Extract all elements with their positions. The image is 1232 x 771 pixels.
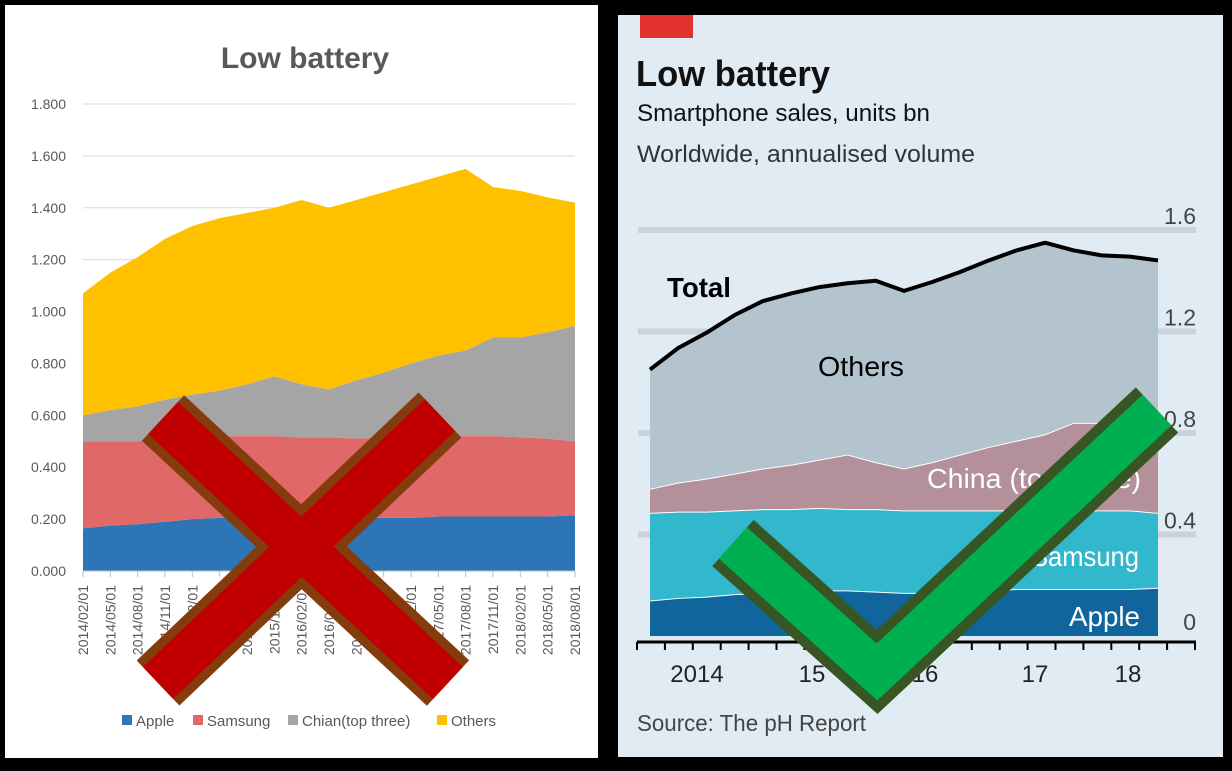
left-x-tick-label: 2016/02/01 bbox=[294, 585, 310, 655]
legend-label: Chian(top three) bbox=[302, 713, 410, 730]
legend-swatch-2 bbox=[288, 715, 298, 725]
right-chart-subtitle: Smartphone sales, units bn bbox=[637, 100, 930, 127]
left-y-tick-label: 1.600 bbox=[31, 148, 66, 164]
check-mark-icon bbox=[712, 387, 1179, 715]
right-x-tick-label: 2014 bbox=[670, 661, 723, 688]
left-x-tick-label: 2018/08/01 bbox=[567, 585, 583, 655]
right-area-others bbox=[650, 242, 1158, 489]
left-x-tick-label: 2018/02/01 bbox=[512, 585, 528, 655]
left-y-tick-label: 0.000 bbox=[31, 563, 66, 579]
left-x-tick-label: 2018/05/01 bbox=[540, 585, 556, 655]
legend-swatch-3 bbox=[437, 715, 447, 725]
left-x-tick-label: 2014/05/01 bbox=[102, 585, 118, 655]
left-y-tick-label: 0.600 bbox=[31, 407, 66, 423]
right-x-tick-label: 18 bbox=[1115, 661, 1142, 688]
right-x-tick-label: 15 bbox=[799, 661, 826, 688]
left-area-chian-top-three- bbox=[83, 325, 575, 442]
right-x-tick-label: 17 bbox=[1022, 661, 1049, 688]
left-y-tick-label: 0.800 bbox=[31, 355, 66, 371]
right-gridline bbox=[638, 227, 1196, 233]
right-y-tick-labels: 00.40.81.21.6 bbox=[1164, 203, 1196, 635]
right-chart-subtitle2: Worldwide, annualised volume bbox=[637, 141, 975, 168]
right-total-line bbox=[648, 240, 1159, 372]
left-y-tick-label: 1.800 bbox=[31, 96, 66, 112]
right-chart-title: Low battery bbox=[636, 53, 830, 94]
legend-swatch-1 bbox=[193, 715, 203, 725]
left-x-tick-label: 2017/08/01 bbox=[458, 585, 474, 655]
left-y-tick-label: 0.200 bbox=[31, 511, 66, 527]
others-series-label: Others bbox=[818, 351, 904, 382]
right-y-tick-label: 0 bbox=[1183, 609, 1196, 635]
left-y-tick-label: 0.400 bbox=[31, 459, 66, 475]
cross-mark-icon bbox=[136, 392, 470, 706]
source-note: Source: The pH Report bbox=[637, 710, 867, 736]
left-legend: Apple Samsung Chian(top three) Others bbox=[122, 713, 496, 730]
accent-red-tag bbox=[640, 15, 693, 38]
apple-series-label: Apple bbox=[1069, 601, 1140, 632]
right-y-tick-label: 1.2 bbox=[1164, 305, 1196, 331]
legend-label: Others bbox=[451, 713, 496, 730]
left-y-tick-label: 1.400 bbox=[31, 200, 66, 216]
left-y-tick-label: 1.000 bbox=[31, 304, 66, 320]
right-y-tick-label: 1.6 bbox=[1164, 203, 1196, 229]
right-x-tick-labels: 2014 15 16 17 18 bbox=[670, 661, 1141, 688]
right-y-tick-label: 0.4 bbox=[1164, 508, 1196, 534]
legend-label: Samsung bbox=[207, 713, 270, 730]
legend-label: Apple bbox=[136, 713, 174, 730]
left-y-tick-labels: 0.000 0.200 0.400 0.600 0.800 1.000 1.200 1.400… bbox=[31, 96, 66, 579]
legend-swatch-0 bbox=[122, 715, 132, 725]
left-y-tick-label: 1.200 bbox=[31, 252, 66, 268]
left-x-tick-label: 2014/08/01 bbox=[130, 585, 146, 655]
total-series-label: Total bbox=[667, 272, 731, 303]
left-x-tick-label: 2014/02/01 bbox=[75, 585, 91, 655]
left-area-others bbox=[83, 168, 575, 416]
left-chart-title: Low battery bbox=[221, 42, 390, 75]
left-x-tick-label: 2017/11/01 bbox=[485, 585, 501, 654]
